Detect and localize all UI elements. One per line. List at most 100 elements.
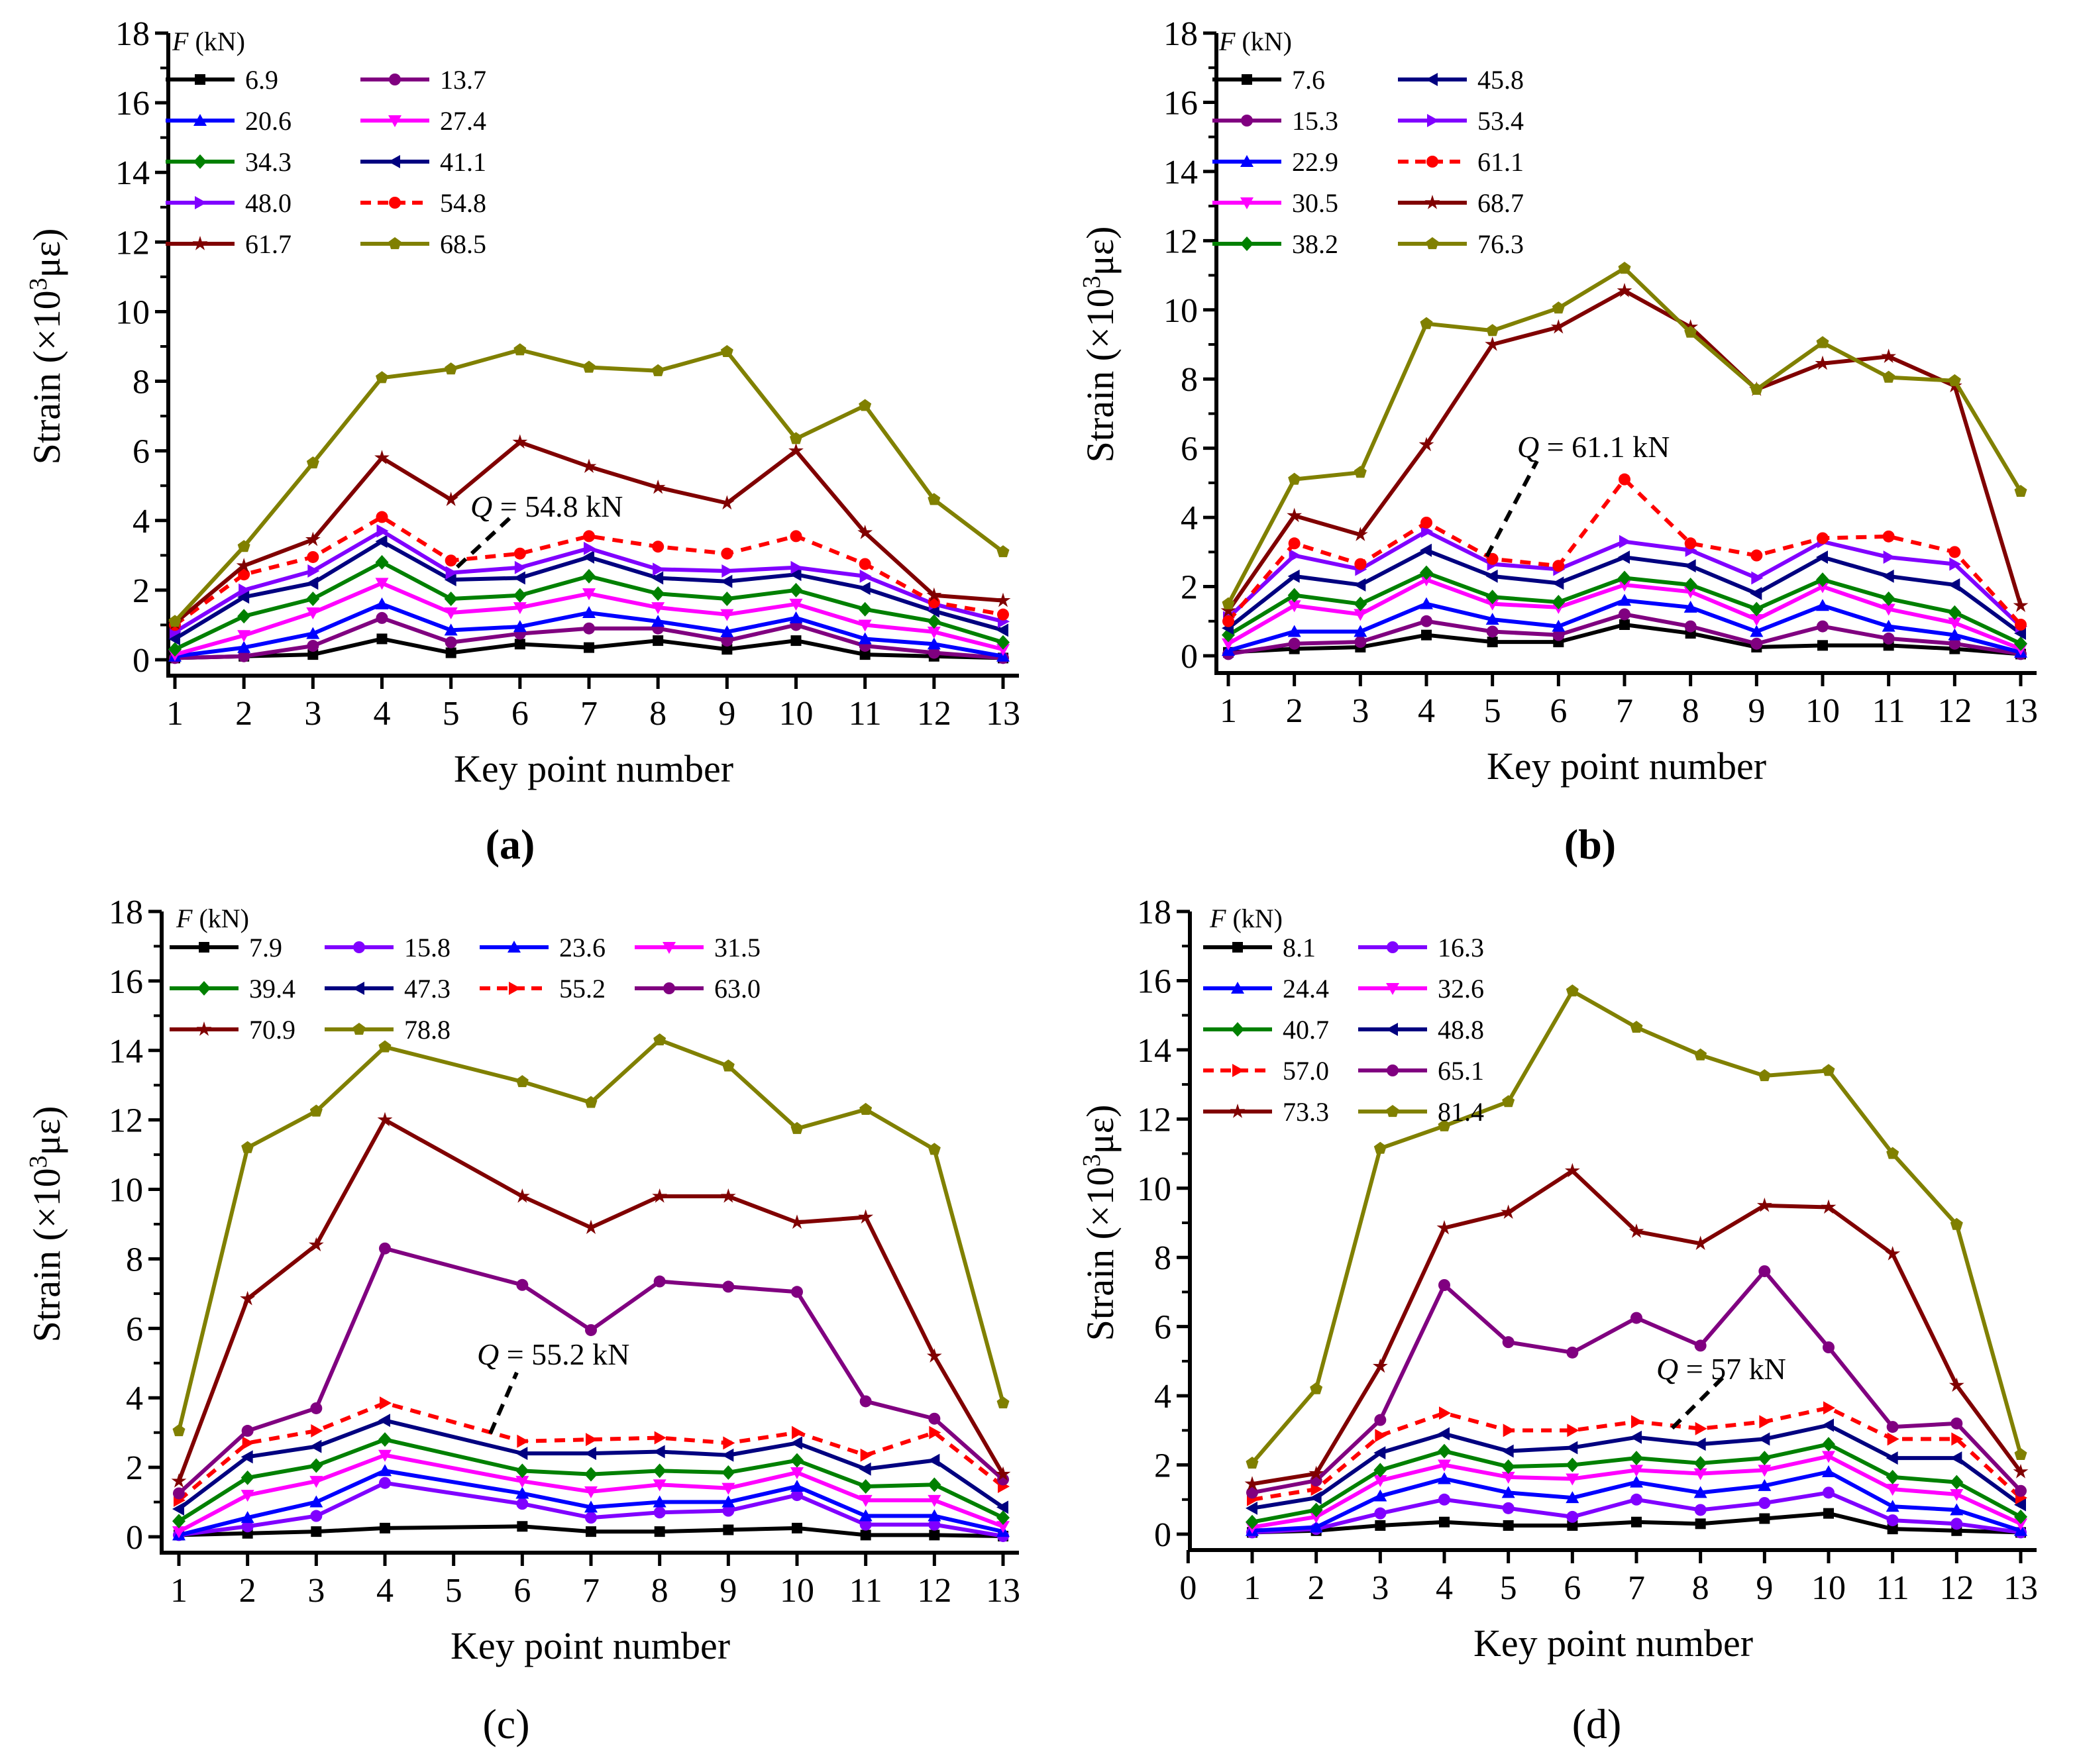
legend-marker (195, 196, 207, 209)
annotation-rest: = 57 kN (1678, 1352, 1786, 1386)
x-axis-label: Key point number (451, 1624, 730, 1667)
x-tick-label: 10 (1805, 692, 1840, 730)
legend-marker (1230, 1104, 1246, 1118)
data-point (721, 547, 733, 560)
data-point (1883, 550, 1895, 564)
legend-label: 63.0 (714, 974, 761, 1004)
x-tick-label: 9 (718, 695, 735, 733)
data-point (1816, 599, 1829, 611)
y-label-sup: 3 (1078, 276, 1106, 288)
data-point (720, 574, 733, 588)
data-point (1374, 1414, 1387, 1426)
data-point (858, 632, 872, 645)
legend-marker (388, 155, 400, 168)
data-point (1246, 1486, 1258, 1499)
data-point (1354, 596, 1367, 611)
legend-entry: 68.5 (360, 229, 486, 259)
data-point (653, 635, 664, 647)
y-tick-label: 12 (115, 224, 150, 262)
data-point (1310, 1382, 1323, 1394)
data-point (1750, 587, 1762, 600)
legend-label: 15.3 (1292, 106, 1338, 136)
data-point (1630, 1430, 1642, 1444)
data-point (1758, 1265, 1771, 1278)
x-tick-label: 4 (1436, 1569, 1453, 1607)
data-point (1438, 1279, 1450, 1291)
data-point (1695, 1422, 1707, 1435)
y-tick-label: 4 (1181, 499, 1198, 537)
x-tick-label: 5 (443, 695, 460, 733)
data-point (1287, 600, 1301, 613)
data-point (1373, 1463, 1387, 1478)
legend-marker (507, 941, 521, 953)
data-point (1619, 619, 1630, 630)
legend-label: 16.3 (1438, 933, 1484, 962)
legend-marker (388, 237, 401, 250)
data-point (516, 1278, 529, 1291)
data-point (1816, 572, 1829, 588)
legend-marker (193, 114, 207, 126)
data-point (1619, 473, 1630, 486)
data-point (1354, 466, 1367, 478)
data-point (859, 569, 872, 583)
y-tick-label: 16 (1137, 962, 1171, 1000)
data-point (380, 1522, 390, 1533)
data-point (238, 568, 250, 581)
data-point (1822, 1064, 1835, 1076)
x-tick-label: 9 (1748, 692, 1765, 730)
data-point (1550, 319, 1566, 334)
legend-marker (1426, 156, 1438, 168)
data-point (237, 590, 250, 604)
data-point (516, 1498, 529, 1510)
series-78.8 (172, 1033, 1010, 1437)
legend-label: 8.1 (1283, 933, 1316, 962)
data-point (1352, 527, 1368, 541)
legend-label: 54.8 (440, 188, 486, 218)
data-point (653, 1495, 666, 1508)
legend-label: 30.5 (1292, 188, 1338, 218)
data-point (1288, 472, 1301, 485)
legend-entry: 41.1 (360, 147, 486, 177)
data-point (653, 1033, 666, 1046)
x-tick-label: 5 (1500, 1569, 1517, 1607)
data-point (928, 1143, 941, 1155)
data-point (582, 606, 596, 619)
data-point (789, 598, 803, 611)
data-point (927, 626, 941, 639)
data-point (172, 1514, 186, 1529)
data-point (309, 1458, 323, 1473)
data-point (996, 1396, 1010, 1409)
data-point (2014, 1498, 2026, 1512)
data-point (172, 1502, 184, 1516)
data-point (1817, 620, 1829, 633)
legend-title-unit: (kN) (1235, 26, 1292, 56)
legend-entry: 30.5 (1212, 188, 1338, 218)
data-point (1887, 1432, 1899, 1446)
y-axis-label: Strain (×103με) (1078, 227, 1122, 463)
data-point (860, 1530, 871, 1541)
data-point (1950, 1518, 1963, 1530)
legend-title-unit: (kN) (192, 904, 249, 933)
data-point (2014, 636, 2027, 651)
legend-marker (196, 1021, 212, 1036)
data-point (650, 479, 666, 494)
legend-label: 78.8 (404, 1015, 451, 1045)
data-point (239, 583, 251, 597)
data-point (1287, 569, 1300, 583)
x-tick-label: 13 (986, 695, 1020, 733)
data-point (1948, 617, 1962, 630)
legend-marker (509, 982, 521, 995)
data-point (584, 642, 594, 653)
x-tick-label: 8 (651, 1572, 668, 1610)
data-point (1948, 546, 1961, 558)
annotation-q: Q (470, 490, 492, 523)
data-point (1501, 1444, 1514, 1458)
data-point (1485, 590, 1499, 605)
data-point (1693, 1486, 1707, 1498)
y-tick-label: 0 (1154, 1516, 1171, 1554)
legend-label: 55.2 (559, 974, 606, 1004)
data-point (1566, 1473, 1579, 1486)
legend-label: 6.9 (245, 65, 278, 95)
data-point (1289, 548, 1301, 562)
